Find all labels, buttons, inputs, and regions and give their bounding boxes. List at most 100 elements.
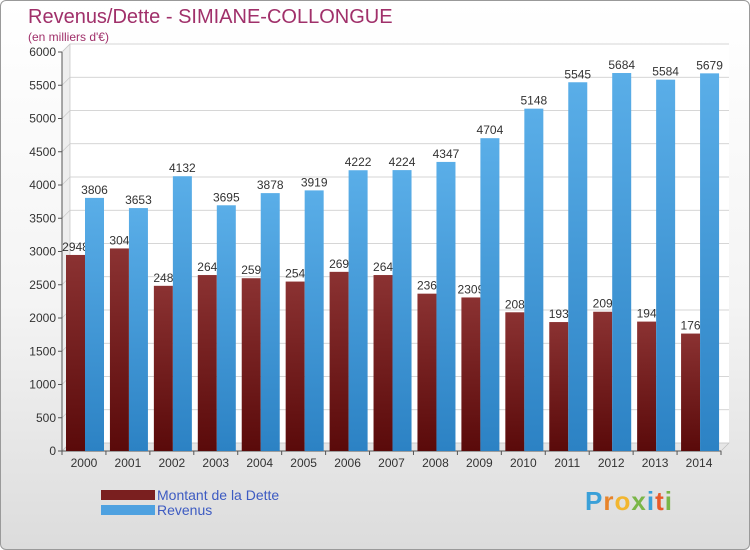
logo-letter: P bbox=[585, 486, 604, 516]
legend-label-revenus: Revenus bbox=[157, 502, 213, 518]
bar-dette bbox=[373, 275, 393, 451]
y-tick-label: 3500 bbox=[29, 211, 56, 225]
x-tick-label: 2005 bbox=[290, 456, 317, 470]
legend-swatch-revenus bbox=[101, 505, 155, 515]
data-label-dette: 264 bbox=[197, 260, 217, 274]
y-tick-label: 3000 bbox=[29, 245, 56, 259]
data-label-dette: 254 bbox=[285, 267, 305, 281]
bar-revenus bbox=[216, 205, 236, 451]
bar-dette bbox=[681, 333, 701, 451]
bar-dette bbox=[461, 297, 481, 451]
bar-dette bbox=[637, 321, 657, 451]
data-label-revenus: 3695 bbox=[213, 190, 240, 204]
data-label-dette: 236 bbox=[417, 279, 437, 293]
data-label-revenus: 5545 bbox=[564, 67, 591, 81]
data-label-dette: 208 bbox=[505, 297, 525, 311]
y-tick-label: 2000 bbox=[29, 311, 56, 325]
bar-revenus bbox=[656, 79, 676, 451]
bar-revenus bbox=[480, 138, 500, 451]
y-tick-label: 500 bbox=[36, 411, 56, 425]
logo-letter: t bbox=[655, 486, 665, 516]
bar-revenus bbox=[436, 161, 456, 451]
bar-dette bbox=[197, 275, 217, 451]
grid-line-diag bbox=[61, 176, 71, 186]
data-label-dette: 259 bbox=[241, 263, 261, 277]
data-label-revenus: 5148 bbox=[520, 94, 547, 108]
grid-line-diag bbox=[61, 110, 71, 119]
data-label-dette: 193 bbox=[549, 307, 569, 321]
data-label-dette: 176 bbox=[681, 319, 701, 333]
y-tick-label: 4500 bbox=[29, 145, 56, 159]
y-tick-label: 5500 bbox=[29, 78, 56, 92]
grid-line-diag bbox=[61, 210, 71, 219]
data-label-revenus: 4347 bbox=[433, 147, 460, 161]
data-label-revenus: 4132 bbox=[169, 161, 196, 175]
data-label-revenus: 3878 bbox=[257, 178, 284, 192]
logo-letter: i bbox=[664, 486, 673, 516]
bar-revenus bbox=[392, 170, 412, 451]
x-tick-label: 2002 bbox=[158, 456, 185, 470]
y-tick-label: 6000 bbox=[29, 45, 56, 59]
legend-swatch-dette bbox=[101, 490, 155, 500]
x-tick-label: 2007 bbox=[378, 456, 405, 470]
x-tick-label: 2004 bbox=[246, 456, 273, 470]
bar-dette bbox=[241, 278, 261, 451]
data-label-revenus: 4224 bbox=[389, 155, 416, 169]
bar-dette bbox=[505, 312, 525, 451]
grid-line-diag bbox=[61, 243, 71, 252]
grid-line-diag bbox=[61, 43, 71, 53]
x-tick-label: 2010 bbox=[510, 456, 537, 470]
chart-subtitle: (en milliers d'€) bbox=[28, 30, 109, 44]
grid-line-diag bbox=[61, 143, 71, 152]
data-label-dette: 2309 bbox=[458, 282, 485, 296]
bar-revenus bbox=[348, 170, 368, 451]
bar-dette bbox=[593, 311, 613, 451]
logo-letter: o bbox=[614, 486, 632, 516]
data-label-revenus: 5584 bbox=[652, 65, 679, 79]
logo-letter: r bbox=[603, 486, 615, 516]
x-tick-label: 2000 bbox=[71, 456, 98, 470]
bar-dette bbox=[417, 293, 437, 451]
data-label-revenus: 4704 bbox=[477, 123, 504, 137]
bar-dette bbox=[109, 248, 129, 451]
chart-title: Revenus/Dette - SIMIANE-COLLONGUE bbox=[28, 6, 393, 28]
x-tick-label: 2008 bbox=[422, 456, 449, 470]
logo-letter: i bbox=[646, 486, 656, 516]
y-tick-label: 1000 bbox=[29, 378, 56, 392]
data-label-revenus: 4222 bbox=[345, 155, 372, 169]
data-label-dette: 304 bbox=[109, 233, 129, 247]
x-tick-label: 2014 bbox=[686, 456, 713, 470]
bar-dette bbox=[549, 322, 569, 451]
y-tick-label: 4000 bbox=[29, 178, 56, 192]
logo-letter: x bbox=[631, 486, 647, 516]
x-tick-label: 2011 bbox=[554, 456, 580, 470]
x-tick-label: 2003 bbox=[202, 456, 229, 470]
data-label-revenus: 3919 bbox=[301, 175, 328, 189]
data-label-revenus: 5684 bbox=[608, 58, 635, 72]
y-tick-label: 1500 bbox=[29, 344, 56, 358]
data-label-revenus: 5679 bbox=[696, 58, 723, 72]
data-label-revenus: 3653 bbox=[125, 193, 152, 207]
x-tick-label: 2009 bbox=[466, 456, 493, 470]
data-label-dette: 209 bbox=[593, 297, 613, 311]
bar-revenus bbox=[85, 197, 104, 451]
data-label-dette: 269 bbox=[329, 257, 349, 271]
bar-revenus bbox=[524, 108, 544, 452]
bar-revenus bbox=[172, 176, 192, 452]
bar-revenus bbox=[128, 208, 148, 451]
bar-dette bbox=[153, 285, 173, 451]
data-label-dette: 264 bbox=[373, 260, 393, 274]
x-tick-label: 2012 bbox=[598, 456, 625, 470]
proxiti-logo: Proxiti bbox=[585, 486, 673, 517]
bar-dette bbox=[66, 254, 85, 451]
y-tick-label: 0 bbox=[49, 444, 56, 458]
bar-dette bbox=[329, 271, 349, 451]
data-label-dette: 248 bbox=[153, 271, 173, 285]
bar-revenus bbox=[568, 82, 588, 451]
data-label-revenus: 3806 bbox=[81, 183, 108, 197]
x-tick-label: 2006 bbox=[334, 456, 361, 470]
bar-revenus bbox=[260, 193, 280, 451]
bar-revenus bbox=[700, 73, 720, 451]
